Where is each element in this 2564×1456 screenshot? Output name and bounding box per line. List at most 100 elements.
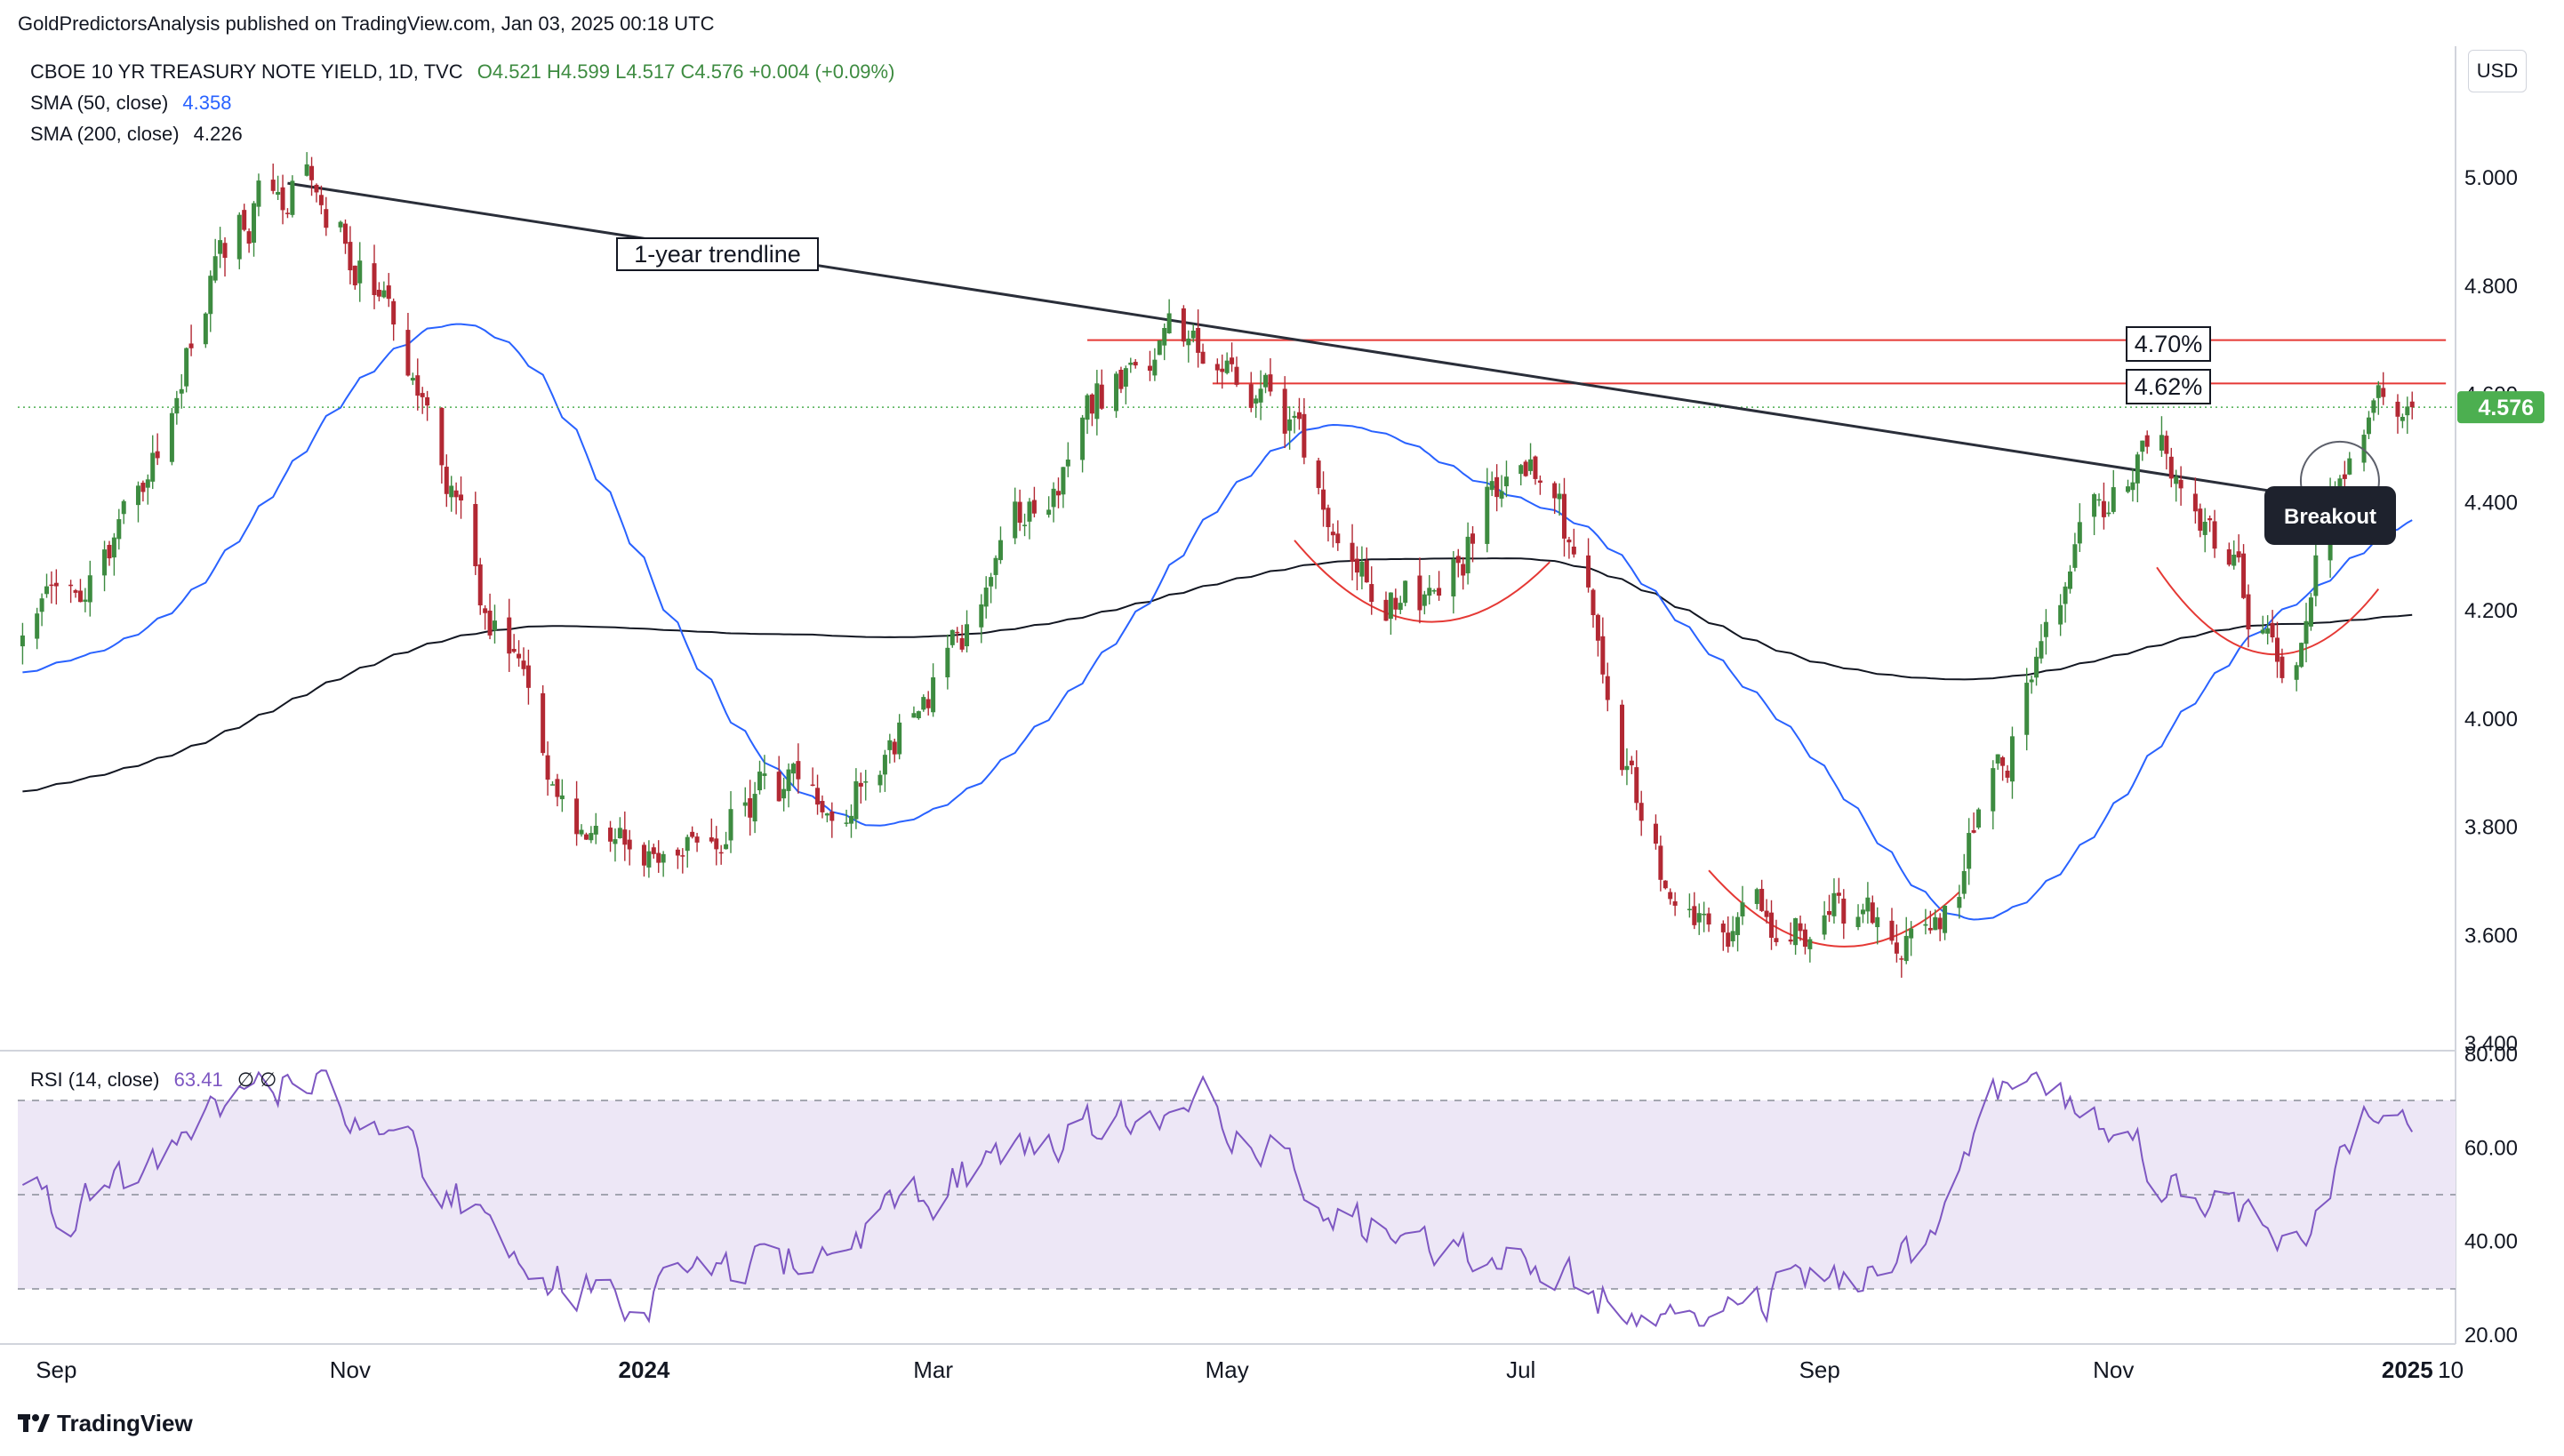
candle <box>222 237 228 277</box>
candle <box>2280 648 2285 684</box>
candle <box>2000 756 2006 781</box>
candle-body <box>140 483 146 492</box>
candle <box>1769 900 1775 950</box>
candle-body <box>1865 897 1871 912</box>
candle <box>2130 468 2135 502</box>
candle <box>675 847 680 869</box>
candle-body <box>1595 614 1600 641</box>
candle <box>2101 482 2106 530</box>
candle <box>545 741 550 796</box>
candle-body <box>1470 533 1476 544</box>
candle-body <box>579 829 584 835</box>
candle-body <box>1147 365 1152 372</box>
candle <box>1354 546 1359 591</box>
candle <box>949 629 955 648</box>
candle <box>1600 617 1606 684</box>
candle-body <box>608 828 613 842</box>
candle-body <box>1128 362 1134 365</box>
candle <box>1894 924 1899 963</box>
candle <box>541 684 546 756</box>
candle <box>993 555 998 589</box>
candle-body <box>1461 564 1466 576</box>
candle-body <box>916 711 921 718</box>
candle-body <box>2342 474 2347 479</box>
candle-body <box>921 697 926 710</box>
candle-body <box>453 490 459 498</box>
candle <box>444 454 449 508</box>
candle <box>1190 324 1196 343</box>
candle <box>1162 323 1167 361</box>
candle-body <box>815 788 821 805</box>
candle <box>1730 916 1735 948</box>
candle-body <box>786 769 791 791</box>
candle-body <box>853 780 859 820</box>
candle <box>309 156 315 196</box>
price-tick-label: 3.600 <box>2464 924 2518 948</box>
published-header: GoldPredictorsAnalysis published on Trad… <box>18 12 715 35</box>
candle <box>1369 566 1374 615</box>
candle <box>381 281 387 299</box>
candle-body <box>1152 359 1158 376</box>
breakout-label: Breakout <box>2264 486 2396 545</box>
candle <box>342 219 348 254</box>
candle-body <box>1605 676 1610 700</box>
candle-body <box>1967 833 1972 869</box>
candle-body <box>1624 765 1630 771</box>
candle <box>844 809 849 828</box>
candle-body <box>1720 924 1726 932</box>
candle <box>386 273 391 308</box>
candle <box>1258 370 1263 420</box>
candle-body <box>742 802 748 806</box>
candle <box>1422 590 1427 615</box>
rsi-extra: ∅ ∅ <box>236 1068 277 1091</box>
candle <box>1427 574 1432 605</box>
candle-body <box>2381 388 2386 397</box>
candle <box>1157 340 1162 356</box>
candle <box>1668 888 1673 905</box>
candle-body <box>2063 586 2068 604</box>
candle-body <box>1359 561 1365 577</box>
candle <box>1807 936 1813 963</box>
candle-body <box>39 598 44 612</box>
candle-body <box>2207 518 2213 521</box>
candle-body <box>1465 536 1470 573</box>
candle <box>550 780 556 786</box>
candle-body <box>1085 395 1090 420</box>
candle <box>348 226 353 284</box>
currency-button[interactable]: USD <box>2468 50 2527 92</box>
candle <box>2202 508 2207 553</box>
candle <box>925 691 931 716</box>
candle <box>1793 917 1799 956</box>
candle <box>2159 416 2164 458</box>
candle-body <box>1431 590 1437 592</box>
candle-body <box>613 839 618 844</box>
candle <box>757 760 763 795</box>
candle-body <box>188 343 194 348</box>
candle <box>1706 908 1711 932</box>
candle <box>1437 571 1442 601</box>
candle <box>507 598 512 672</box>
candle-body <box>2294 665 2299 680</box>
candle-body <box>212 256 218 281</box>
candle <box>280 174 285 225</box>
candle <box>1533 455 1538 485</box>
candle-body <box>627 839 632 850</box>
candle <box>651 844 656 859</box>
candle <box>583 832 589 840</box>
candle <box>2342 460 2347 490</box>
candle-body <box>1692 906 1697 925</box>
candle-body <box>1383 599 1389 621</box>
candle-body <box>218 240 223 254</box>
candle-body <box>1802 929 1807 948</box>
candle-body <box>83 599 88 602</box>
candle <box>1451 550 1456 614</box>
candle-body <box>1754 889 1759 904</box>
candle <box>87 560 92 617</box>
time-tick-label: Sep <box>36 1356 76 1383</box>
tradingview-brand[interactable]: TradingView <box>18 1410 193 1437</box>
candle-body <box>203 313 208 345</box>
candle-body <box>790 764 796 774</box>
candle <box>897 714 902 760</box>
candle <box>1831 878 1837 924</box>
